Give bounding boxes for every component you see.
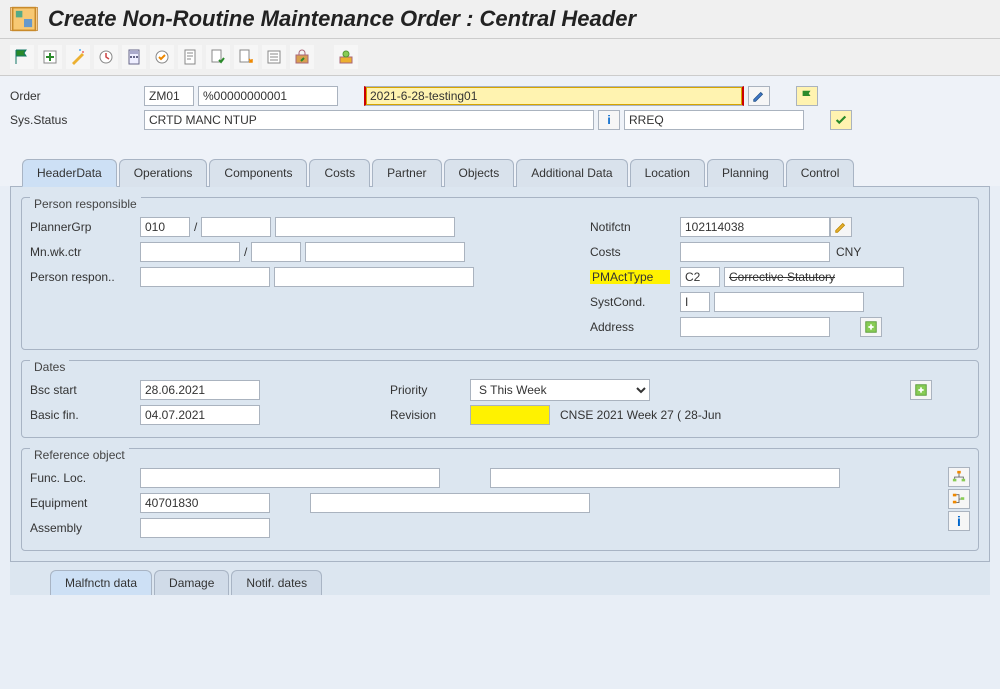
assembly-input[interactable] — [140, 518, 270, 538]
subtab-notif-dates[interactable]: Notif. dates — [231, 570, 322, 595]
mnwkctr-input2[interactable] — [251, 242, 301, 262]
priority-label: Priority — [390, 383, 470, 397]
order-type-input[interactable] — [144, 86, 194, 106]
title-bar: Create Non-Routine Maintenance Order : C… — [0, 0, 1000, 39]
sub-tabs: Malfnctn data Damage Notif. dates — [10, 562, 990, 595]
structure-icon[interactable] — [948, 489, 970, 509]
func-loc-input[interactable] — [140, 468, 440, 488]
tab-location[interactable]: Location — [630, 159, 705, 187]
header-fields: Order Sys.Status i — [0, 76, 1000, 140]
tab-control[interactable]: Control — [786, 159, 855, 187]
calculator-icon[interactable] — [122, 45, 146, 69]
services-icon[interactable] — [290, 45, 314, 69]
check-button-icon[interactable] — [830, 110, 852, 130]
func-loc-label: Func. Loc. — [30, 471, 140, 485]
main-tabs: HeaderData Operations Components Costs P… — [0, 140, 1000, 186]
doc-check-icon[interactable] — [206, 45, 230, 69]
flag-icon[interactable] — [10, 45, 34, 69]
costs-input[interactable] — [680, 242, 830, 262]
edit-desc-icon[interactable] — [748, 86, 770, 106]
edit-notif-icon[interactable] — [830, 217, 852, 237]
person-respon-desc — [274, 267, 474, 287]
address-label: Address — [590, 320, 680, 334]
revision-label: Revision — [390, 408, 470, 422]
pmact-desc — [724, 267, 904, 287]
subtab-malfnctn[interactable]: Malfnctn data — [50, 570, 152, 595]
currency-label: CNY — [836, 245, 861, 259]
flag-button-icon[interactable] — [796, 86, 818, 106]
person-responsible-group: Person responsible PlannerGrp / Mn.wk.ct… — [21, 197, 979, 350]
doc-arrow-icon[interactable] — [234, 45, 258, 69]
basic-fin-label: Basic fin. — [30, 408, 140, 422]
page-title: Create Non-Routine Maintenance Order : C… — [48, 6, 636, 32]
func-loc-desc — [490, 468, 840, 488]
basic-fin-input[interactable] — [140, 405, 260, 425]
order-number-input[interactable] — [198, 86, 338, 106]
planner-grp-desc — [275, 217, 455, 237]
tab-components[interactable]: Components — [209, 159, 307, 187]
tab-additional[interactable]: Additional Data — [516, 159, 627, 187]
tab-headerdata[interactable]: HeaderData — [22, 159, 117, 187]
toolbar — [0, 39, 1000, 76]
priority-select[interactable]: S This Week — [470, 379, 650, 401]
revision-input[interactable] — [470, 405, 550, 425]
bsc-start-input[interactable] — [140, 380, 260, 400]
person-respon-label: Person respon.. — [30, 270, 140, 284]
order-label: Order — [10, 89, 140, 103]
list-icon[interactable] — [262, 45, 286, 69]
address-expand-icon[interactable] — [860, 317, 882, 337]
hierarchy-icon[interactable] — [948, 467, 970, 487]
sys-status2-input — [624, 110, 804, 130]
revision-desc: CNSE 2021 Week 27 ( 28-Jun — [560, 408, 721, 422]
order-desc-input[interactable] — [364, 86, 744, 106]
mnwkctr-desc — [305, 242, 465, 262]
pmact-input[interactable] — [680, 267, 720, 287]
info-icon[interactable]: i — [598, 110, 620, 130]
object-icon[interactable] — [334, 45, 358, 69]
equipment-desc — [310, 493, 590, 513]
assembly-label: Assembly — [30, 521, 140, 535]
equipment-label: Equipment — [30, 496, 140, 510]
document-icon[interactable] — [178, 45, 202, 69]
ref-side-icons: i — [948, 467, 970, 542]
subtab-damage[interactable]: Damage — [154, 570, 229, 595]
systcond-input[interactable] — [680, 292, 710, 312]
notifctn-label: Notifctn — [590, 220, 680, 234]
sys-status-input — [144, 110, 594, 130]
bsc-start-label: Bsc start — [30, 383, 140, 397]
planner-grp-input[interactable] — [140, 217, 190, 237]
systcond-label: SystCond. — [590, 295, 680, 309]
app-icon — [10, 7, 38, 31]
tab-costs[interactable]: Costs — [309, 159, 370, 187]
reference-title: Reference object — [30, 448, 129, 462]
costs-label: Costs — [590, 245, 680, 259]
tab-objects[interactable]: Objects — [444, 159, 515, 187]
mnwkctr-input[interactable] — [140, 242, 240, 262]
mnwkctr-label: Mn.wk.ctr — [30, 245, 140, 259]
sys-status-label: Sys.Status — [10, 113, 140, 127]
planner-grp-label: PlannerGrp — [30, 220, 140, 234]
pmact-label: PMActType — [590, 270, 670, 284]
person-responsible-title: Person responsible — [30, 197, 141, 211]
wand-icon[interactable] — [66, 45, 90, 69]
tab-planning[interactable]: Planning — [707, 159, 784, 187]
schedule-icon[interactable] — [94, 45, 118, 69]
priority-expand-icon[interactable] — [910, 380, 932, 400]
dates-title: Dates — [30, 360, 69, 374]
release-icon[interactable] — [38, 45, 62, 69]
planner-grp-input2[interactable] — [201, 217, 271, 237]
dates-group: Dates Bsc start Priority S This Week Bas… — [21, 360, 979, 438]
tab-operations[interactable]: Operations — [119, 159, 208, 187]
systcond-desc — [714, 292, 864, 312]
person-respon-input[interactable] — [140, 267, 270, 287]
notifctn-input[interactable] — [680, 217, 830, 237]
equipment-input[interactable] — [140, 493, 270, 513]
address-input[interactable] — [680, 317, 830, 337]
reference-group: Reference object Func. Loc. Equipment As… — [21, 448, 979, 551]
tab-partner[interactable]: Partner — [372, 159, 441, 187]
info-ref-icon[interactable]: i — [948, 511, 970, 531]
complete-icon[interactable] — [150, 45, 174, 69]
main-panel: Person responsible PlannerGrp / Mn.wk.ct… — [10, 186, 990, 562]
